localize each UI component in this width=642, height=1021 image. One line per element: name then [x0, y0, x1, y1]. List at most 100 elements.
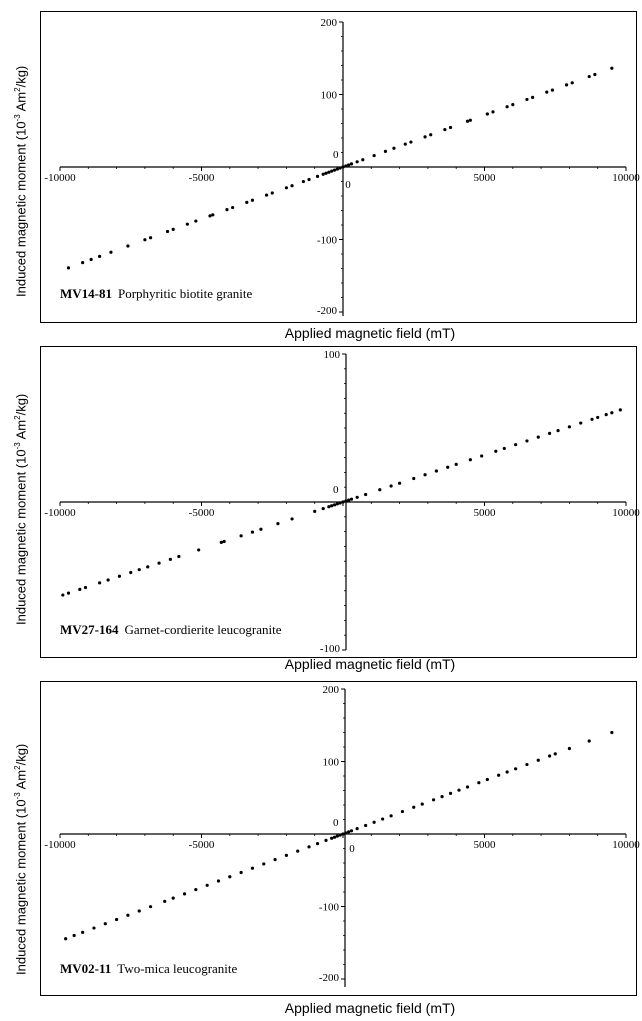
data-point — [349, 497, 354, 501]
data-point — [262, 862, 266, 866]
data-point — [330, 169, 334, 173]
data-point — [514, 767, 518, 771]
data-point — [398, 481, 402, 485]
data-point — [372, 820, 376, 824]
data-point — [228, 875, 232, 879]
data-point — [347, 830, 351, 834]
x-axis-label: Applied magnetic field (mT) — [284, 656, 456, 672]
y-tick-label: 0 — [333, 484, 339, 496]
data-point — [536, 435, 540, 439]
data-point — [313, 509, 317, 513]
data-point — [330, 836, 334, 840]
data-point — [315, 174, 320, 178]
data-point — [355, 495, 359, 499]
data-point — [480, 454, 484, 458]
data-point — [259, 527, 263, 531]
data-point — [347, 163, 351, 167]
x-tick-label: -10000 — [44, 172, 76, 184]
data-point — [222, 539, 226, 544]
data-point — [429, 133, 433, 137]
data-point — [502, 446, 506, 451]
data-point — [72, 933, 76, 938]
x-tick-label: 0 — [349, 843, 355, 855]
y-tick-label: -200 — [319, 972, 340, 984]
data-point — [610, 411, 614, 415]
data-point — [514, 443, 518, 447]
data-point — [547, 754, 552, 758]
y-tick-label: -100 — [320, 643, 341, 655]
x-tick-label: 5000 — [474, 172, 497, 184]
data-point — [553, 752, 557, 756]
data-point — [211, 213, 215, 217]
data-point — [446, 465, 450, 469]
data-point — [347, 498, 351, 502]
data-point — [389, 484, 393, 488]
data-point — [409, 140, 413, 144]
data-point — [315, 842, 320, 846]
data-point — [400, 809, 405, 814]
data-point — [448, 791, 453, 795]
data-point — [89, 257, 93, 262]
x-tick-label: 0 — [345, 179, 351, 191]
x-axis-label: Applied magnetic field (mT) — [284, 1000, 456, 1016]
data-point — [321, 506, 325, 511]
data-point — [290, 517, 294, 521]
data-point — [344, 499, 348, 503]
x-tick-label: -5000 — [189, 507, 215, 519]
data-point — [276, 522, 280, 526]
data-point — [338, 833, 342, 837]
data-point — [596, 415, 600, 420]
data-point — [321, 172, 325, 176]
data-point — [66, 266, 71, 270]
data-point — [338, 501, 342, 505]
data-point — [457, 788, 461, 792]
data-point — [497, 773, 501, 777]
data-point — [547, 431, 552, 435]
data-point — [383, 149, 388, 154]
data-point — [341, 500, 345, 504]
data-point — [511, 103, 515, 107]
data-point — [194, 219, 198, 223]
data-point — [412, 476, 416, 481]
data-point — [593, 72, 597, 77]
data-point — [143, 238, 147, 242]
data-point — [284, 853, 288, 857]
data-point — [81, 930, 85, 934]
data-point — [126, 244, 130, 248]
sample-id-label: MV27-164 — [60, 622, 119, 637]
data-point — [355, 827, 359, 831]
data-point — [78, 587, 82, 592]
plot-svg: -10000 -5000 5000 10000 100 0 -100 MV27-164 Garn… — [40, 346, 640, 658]
x-tick-label: -5000 — [189, 172, 215, 184]
data-point — [109, 250, 113, 254]
data-point — [307, 845, 311, 849]
data-point — [168, 557, 172, 561]
data-point — [106, 578, 110, 582]
data-point — [137, 568, 141, 572]
data-point — [525, 97, 529, 102]
data-point — [148, 236, 153, 240]
data-point — [126, 913, 130, 917]
data-point — [335, 834, 339, 838]
data-point — [250, 198, 255, 202]
data-point — [307, 177, 311, 182]
data-point — [485, 777, 489, 782]
data-point — [270, 191, 274, 195]
data-point — [324, 171, 328, 175]
data-point — [567, 746, 572, 751]
data-point — [115, 917, 119, 922]
data-point — [239, 870, 243, 875]
data-point — [344, 831, 348, 835]
data-point — [163, 899, 167, 903]
sample-desc-label: Porphyritic biotite granite — [118, 286, 253, 301]
data-point — [349, 829, 354, 833]
data-point — [477, 781, 481, 785]
data-point — [273, 858, 277, 862]
x-tick-label: -5000 — [189, 839, 215, 851]
chart-panel-1: Induced magnetic moment (10-3 Am2/kg) -1… — [0, 0, 642, 341]
data-point — [296, 849, 300, 853]
data-point — [610, 730, 614, 735]
x-tick-label: 10000 — [612, 172, 640, 184]
data-point — [344, 164, 348, 168]
x-tick-label: 10000 — [612, 507, 640, 519]
